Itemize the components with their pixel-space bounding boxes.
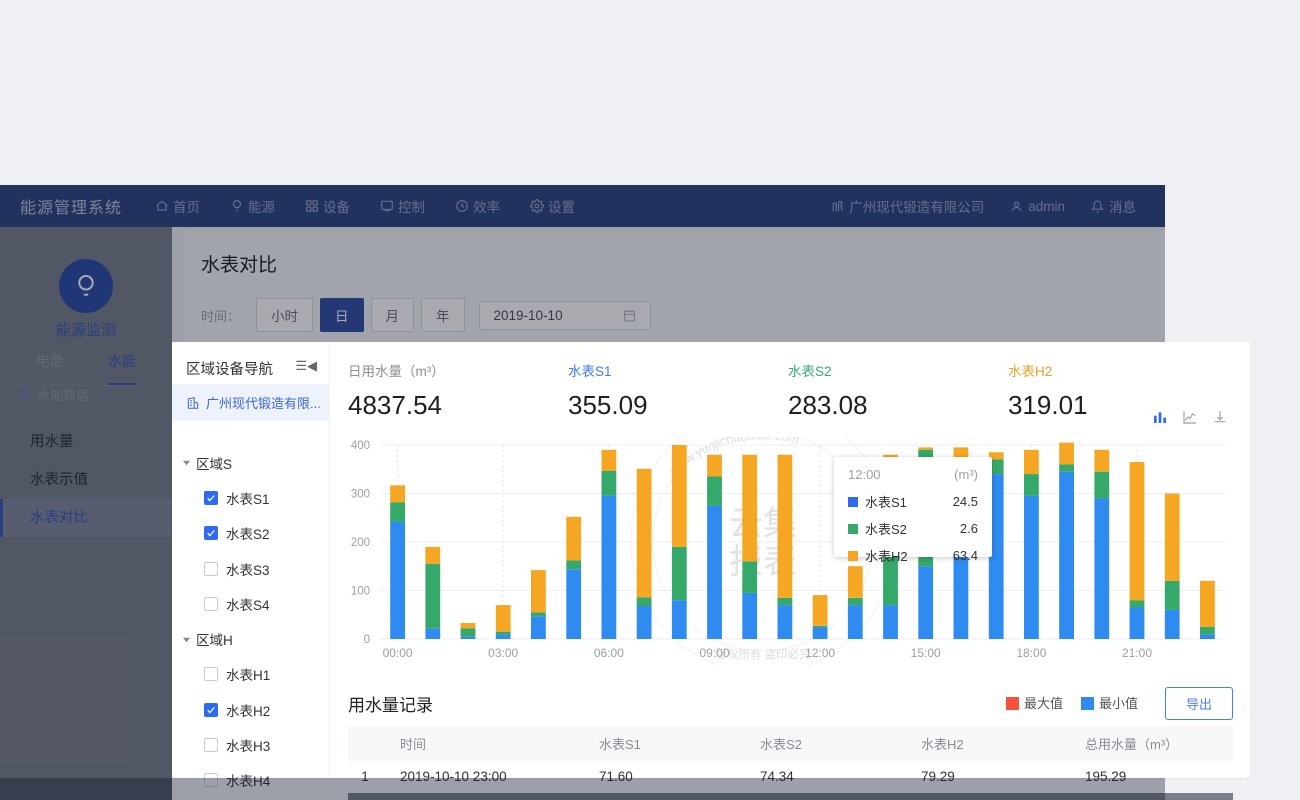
svg-text:12:00: 12:00 bbox=[805, 646, 835, 660]
svg-text:18:00: 18:00 bbox=[1016, 646, 1046, 660]
svg-text:300: 300 bbox=[351, 489, 370, 501]
svg-text:15:00: 15:00 bbox=[911, 646, 941, 660]
svg-text:06:00: 06:00 bbox=[594, 646, 624, 660]
svg-text:21:00: 21:00 bbox=[1122, 646, 1152, 660]
svg-text:版权所有 盗印必究: 版权所有 盗印必究 bbox=[715, 647, 811, 661]
svg-text:00:00: 00:00 bbox=[383, 646, 413, 660]
svg-text:200: 200 bbox=[351, 537, 370, 549]
svg-text:03:00: 03:00 bbox=[488, 646, 518, 660]
svg-text:100: 100 bbox=[351, 586, 370, 598]
svg-text:0: 0 bbox=[364, 634, 370, 646]
svg-text:400: 400 bbox=[351, 440, 370, 452]
svg-text:09:00: 09:00 bbox=[699, 646, 729, 660]
